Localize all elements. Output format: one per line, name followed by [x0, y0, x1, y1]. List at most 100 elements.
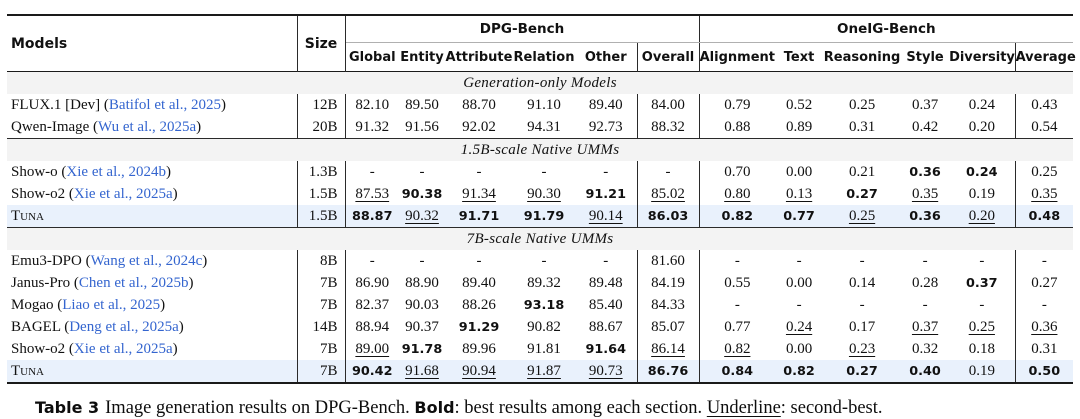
model-size-cell: 12B [296, 94, 345, 116]
score-cell: - [796, 296, 802, 313]
caption-segment: Table 3 [35, 398, 100, 417]
model-name-cell: Qwen-Image (Wu et al., 2025a) [11, 118, 202, 135]
col-header-attribute: Attribute [445, 49, 513, 65]
model-size-cell: 7B [296, 272, 345, 294]
score-cell: 0.20 [968, 207, 995, 224]
score-cell: - [603, 163, 609, 180]
table-row: Show-o (Xie et al., 2024b) 1.3B - - - - - -0.70… [7, 161, 1074, 183]
score-cell: - [698, 250, 776, 272]
score-cell: 0.00 [785, 274, 813, 291]
score-cell: 0.23 [848, 340, 876, 357]
score-cell: - [636, 161, 700, 183]
score-cell: 92.73 [588, 118, 623, 135]
caption-segment: : best results among each section. [454, 398, 707, 418]
col-header-style: Style [906, 49, 944, 65]
table-row: Show-o2 (Xie et al., 2025a) 1.5B 87.53 90.3… [7, 183, 1074, 205]
score-cell: 0.25 [1014, 161, 1074, 183]
model-size-cell: 14B [296, 316, 345, 338]
score-cell: 0.19 [968, 362, 995, 379]
table-section: Generation-only Models FLUX.1 [Dev] (Bati… [7, 71, 1074, 139]
score-cell: - [419, 252, 425, 269]
score-cell: 90.14 [588, 207, 623, 224]
model-size-cell: 7B [296, 338, 345, 360]
score-cell: 0.37 [911, 96, 939, 113]
model-size-cell: 1.3B [296, 161, 345, 183]
citation-link[interactable]: Xie et al., 2025a [73, 185, 173, 202]
citation-link[interactable]: Chen et al., 2025b [78, 274, 189, 291]
citation-link[interactable]: Deng et al., 2025a [69, 318, 179, 335]
col-header-reasoning: Reasoning [823, 49, 901, 65]
score-cell: 91.71 [458, 208, 500, 224]
score-cell: 91.81 [527, 340, 561, 357]
citation-link[interactable]: Xie et al., 2024b [66, 163, 166, 180]
table-row: Mogao (Liao et al., 2025) 7B 82.37 90.03 88.… [7, 294, 1074, 316]
score-cell: 0.82 [698, 338, 776, 360]
citation-link[interactable]: Xie et al., 2025a [73, 340, 173, 357]
score-cell: - [859, 252, 865, 269]
col-header-overall: Overall [636, 42, 700, 72]
score-cell: 90.94 [462, 362, 496, 379]
score-cell: - [419, 163, 425, 180]
score-cell: 91.78 [401, 341, 443, 357]
citation-link[interactable]: Wu et al., 2025a [98, 118, 197, 135]
col-header-alignment: Alignment [698, 42, 776, 72]
score-cell: 0.88 [698, 116, 776, 139]
score-cell: 89.32 [527, 274, 561, 291]
score-cell: 0.19 [968, 185, 995, 202]
citation-link[interactable]: Wang et al., 2024c [90, 252, 203, 269]
score-cell: 0.77 [783, 208, 815, 224]
model-name-cell: Janus-Pro (Chen et al., 2025b) [11, 274, 194, 291]
score-cell: 86.14 [636, 338, 700, 360]
score-cell: 89.40 [588, 96, 623, 113]
model-name-cell: Show-o (Xie et al., 2024b) [11, 163, 171, 180]
model-name: Qwen-Image [11, 118, 90, 135]
score-cell: - [541, 252, 547, 269]
score-cell: 90.42 [344, 360, 399, 383]
score-cell: 0.82 [698, 205, 776, 228]
model-name: Tuna [11, 362, 44, 379]
col-header-entity: Entity [400, 49, 444, 65]
score-cell: 91.10 [527, 96, 561, 113]
col-header-relation: Relation [513, 49, 575, 65]
score-cell: 0.37 [966, 275, 998, 291]
score-cell: - [476, 163, 482, 180]
score-cell: 87.53 [344, 183, 399, 205]
score-cell: 0.25 [848, 207, 876, 224]
score-cell: - [859, 296, 865, 313]
col-header-average: Average [1014, 42, 1076, 72]
score-cell: 90.37 [405, 318, 439, 335]
score-cell: 0.27 [846, 186, 878, 202]
model-size-cell: 8B [296, 250, 345, 272]
score-cell: 0.43 [1014, 94, 1074, 116]
score-cell: - [541, 163, 547, 180]
results-table: Models Size DPG-Bench OneIG-Bench Global… [7, 14, 1076, 384]
score-cell: - [1014, 250, 1074, 272]
table-row: Janus-Pro (Chen et al., 2025b) 7B 86.90 88.… [7, 272, 1074, 294]
score-cell: 88.90 [405, 274, 439, 291]
score-cell: 86.76 [636, 360, 700, 383]
table-row: Qwen-Image (Wu et al., 2025a) 20B 91.32 91.… [7, 116, 1074, 139]
score-cell: 91.34 [462, 185, 496, 202]
score-cell: 0.21 [848, 163, 876, 180]
score-cell: 88.94 [344, 316, 399, 338]
citation-link[interactable]: Batifol et al., 2025 [108, 96, 221, 113]
table-section: 1.5B-scale Native UMMs Show-o (Xie et al.… [7, 138, 1074, 228]
score-cell: - [344, 250, 399, 272]
score-cell: 91.87 [527, 362, 561, 379]
col-header-models: Models [7, 15, 298, 72]
score-cell: 0.27 [1014, 272, 1074, 294]
table-row: Show-o2 (Xie et al., 2025a) 7B 89.00 91.78 8… [7, 338, 1074, 360]
score-cell: 0.36 [1014, 316, 1074, 338]
table-section: 7B-scale Native UMMs Emu3-DPO (Wang et al… [7, 227, 1074, 383]
score-cell: 0.31 [1014, 338, 1074, 360]
model-name-cell: Emu3-DPO (Wang et al., 2024c) [11, 252, 208, 269]
score-cell: 85.02 [636, 183, 700, 205]
score-cell: - [344, 161, 399, 183]
score-cell: 91.68 [405, 362, 439, 379]
score-cell: 0.18 [968, 340, 995, 357]
citation-link[interactable]: Liao et al., 2025 [62, 296, 161, 313]
score-cell: 0.52 [785, 96, 813, 113]
score-cell: 0.82 [783, 363, 815, 379]
score-cell: 94.31 [527, 118, 561, 135]
table-row: FLUX.1 [Dev] (Batifol et al., 2025) 12B 82… [7, 94, 1074, 116]
